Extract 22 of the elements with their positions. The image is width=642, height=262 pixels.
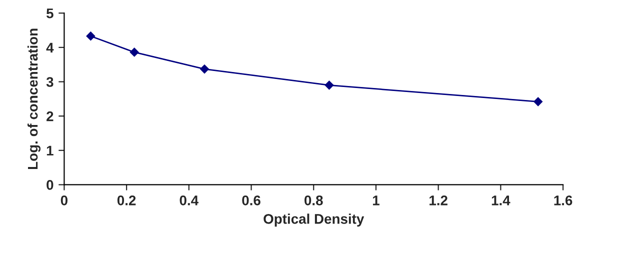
point bbox=[200, 64, 209, 74]
x-tick-label: 0.2 bbox=[117, 195, 136, 206]
x-axis-title: Optical Density bbox=[264, 214, 364, 227]
y-tick-label: 0 bbox=[46, 180, 54, 190]
x-tick-label: 1.2 bbox=[430, 195, 448, 206]
y-axis-title: Log. of concentration bbox=[27, 28, 41, 169]
y-tick-label: 3 bbox=[46, 77, 54, 87]
y-tick-label: 4 bbox=[46, 42, 54, 52]
point bbox=[130, 48, 139, 57]
point bbox=[534, 97, 543, 106]
x-tick-label: 1.6 bbox=[554, 195, 572, 206]
x-tick-label: 1 bbox=[372, 196, 380, 206]
y-tick-label: 1 bbox=[46, 146, 54, 156]
x-tick-label: 0.6 bbox=[242, 195, 260, 206]
point bbox=[324, 80, 334, 90]
x-tick-label: 1.4 bbox=[492, 196, 510, 206]
point bbox=[86, 32, 96, 41]
y-tick-label: 2 bbox=[46, 111, 54, 122]
x-tick-label: 0.8 bbox=[304, 195, 323, 206]
x-tick-label: 0.4 bbox=[180, 195, 198, 206]
y-tick-label: 5 bbox=[46, 8, 54, 18]
x-tick-label: 0 bbox=[60, 195, 68, 206]
